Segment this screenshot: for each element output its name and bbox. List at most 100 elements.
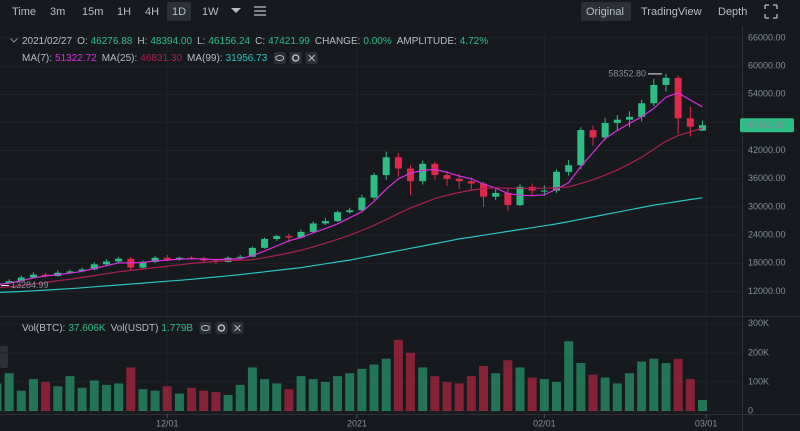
candle-body: [674, 77, 682, 119]
scroll-handle[interactable]: [0, 346, 8, 368]
vol-tick-label: 200K: [748, 347, 769, 357]
volume-bars: [0, 339, 707, 411]
volume-bar: [369, 364, 379, 411]
candle-body: [394, 157, 402, 169]
volume-bar: [552, 381, 561, 411]
active-view-bg: [581, 2, 631, 21]
eye-icon: [200, 325, 210, 331]
interval-button[interactable]: 1W: [202, 6, 219, 18]
volume-bar: [284, 389, 294, 411]
eye-icon: [275, 55, 285, 61]
interval-button[interactable]: 1D: [172, 6, 186, 18]
volume-bar: [418, 367, 428, 411]
volume-bar: [65, 376, 75, 411]
volume-bar: [28, 379, 38, 411]
volume-bar: [527, 377, 537, 411]
volume-bar: [454, 383, 464, 411]
gear-button[interactable]: [215, 322, 228, 334]
legend-text: 37.606K: [68, 323, 106, 334]
active-interval-bg: [167, 2, 191, 21]
volume-bar: [4, 373, 14, 411]
candle-body: [492, 192, 500, 197]
view-button[interactable]: Original: [586, 6, 624, 18]
dropdown-arrow[interactable]: [231, 8, 241, 13]
volume-bar: [126, 367, 136, 411]
volume-bar: [685, 379, 695, 411]
legend-text: Vol(USDT): [111, 323, 159, 334]
candle-body: [650, 84, 658, 104]
volume-bar: [539, 379, 549, 411]
expand-icon[interactable]: [764, 4, 778, 19]
volume-bar: [260, 379, 270, 411]
x-tick-label: 2021: [347, 418, 367, 428]
volume-bar: [600, 377, 610, 411]
volume-bar: [381, 358, 391, 411]
legend-text: AMPLITUDE:: [397, 36, 457, 47]
volume-bar: [150, 390, 160, 411]
settings-icon[interactable]: [254, 6, 266, 16]
interval-button[interactable]: Time: [12, 6, 36, 18]
candle-body: [540, 190, 548, 192]
candle-body: [467, 181, 475, 184]
volume-bar: [564, 341, 574, 411]
gear-button[interactable]: [289, 52, 302, 64]
ma-line: [0, 127, 703, 289]
interval-button[interactable]: 3m: [50, 6, 65, 18]
volume-bar: [661, 363, 671, 411]
volume-bar: [576, 363, 586, 411]
y-tick-label: 66000.00: [748, 32, 786, 42]
y-tick-label: 30000.00: [748, 201, 786, 211]
candle-body: [285, 236, 293, 238]
candle-body: [516, 186, 524, 206]
vol-tick-label: 300K: [748, 318, 769, 328]
volume-bar: [430, 376, 440, 411]
legend-text: 46276.88: [91, 36, 133, 47]
ma-legend: MA(7): 51322.72 MA(25): 46831.30 MA(99): 3195…: [22, 53, 268, 64]
last-price-label: 47412.68: [747, 120, 785, 130]
volume-bar: [162, 386, 172, 411]
candle-body: [5, 281, 13, 284]
candle-body: [297, 231, 305, 238]
volume-bar: [223, 395, 233, 411]
candle-body: [78, 269, 86, 272]
view-button[interactable]: TradingView: [641, 6, 702, 18]
legend-text: 46156.24: [208, 36, 250, 47]
volume-bar: [235, 384, 245, 411]
interval-button[interactable]: 15m: [82, 6, 103, 18]
legend-text: H:: [137, 36, 147, 47]
candle-body: [273, 236, 281, 239]
eye-button[interactable]: [273, 52, 286, 64]
legend-text: 51322.72: [55, 53, 97, 64]
volume-bar: [174, 393, 184, 411]
ohlc-legend: 2021/02/27 O: 46276.88 H: 48394.00 L: 46156.24…: [22, 36, 488, 47]
volume-bar: [637, 361, 647, 411]
legend-text: 47421.99: [268, 36, 310, 47]
collapse-arrow[interactable]: [9, 37, 19, 43]
candle-body: [455, 178, 463, 182]
volume-bar: [503, 360, 513, 411]
candle-body: [480, 183, 488, 197]
candle-body: [42, 274, 50, 277]
volume-bar: [114, 383, 124, 411]
volume-bar: [673, 358, 683, 411]
volume-bar: [345, 373, 355, 411]
x-tick-label: 12/01: [156, 418, 179, 428]
legend-text: 0.00%: [363, 36, 391, 47]
interval-button[interactable]: 4H: [145, 6, 159, 18]
interval-button[interactable]: 1H: [117, 6, 131, 18]
volume-bar: [466, 376, 476, 411]
y-tick-label: 12000.00: [748, 286, 786, 296]
close-icon: [234, 324, 241, 332]
volume-bar: [199, 390, 209, 411]
candle-body: [248, 247, 256, 257]
legend-text: C:: [255, 36, 265, 47]
volume-bar: [272, 383, 282, 411]
volume-bar: [16, 390, 26, 411]
eye-button[interactable]: [199, 322, 212, 334]
y-tick-label: 36000.00: [748, 173, 786, 183]
max-label: 58352.80: [608, 68, 646, 78]
candle-body: [224, 257, 232, 262]
view-button[interactable]: Depth: [718, 6, 747, 18]
